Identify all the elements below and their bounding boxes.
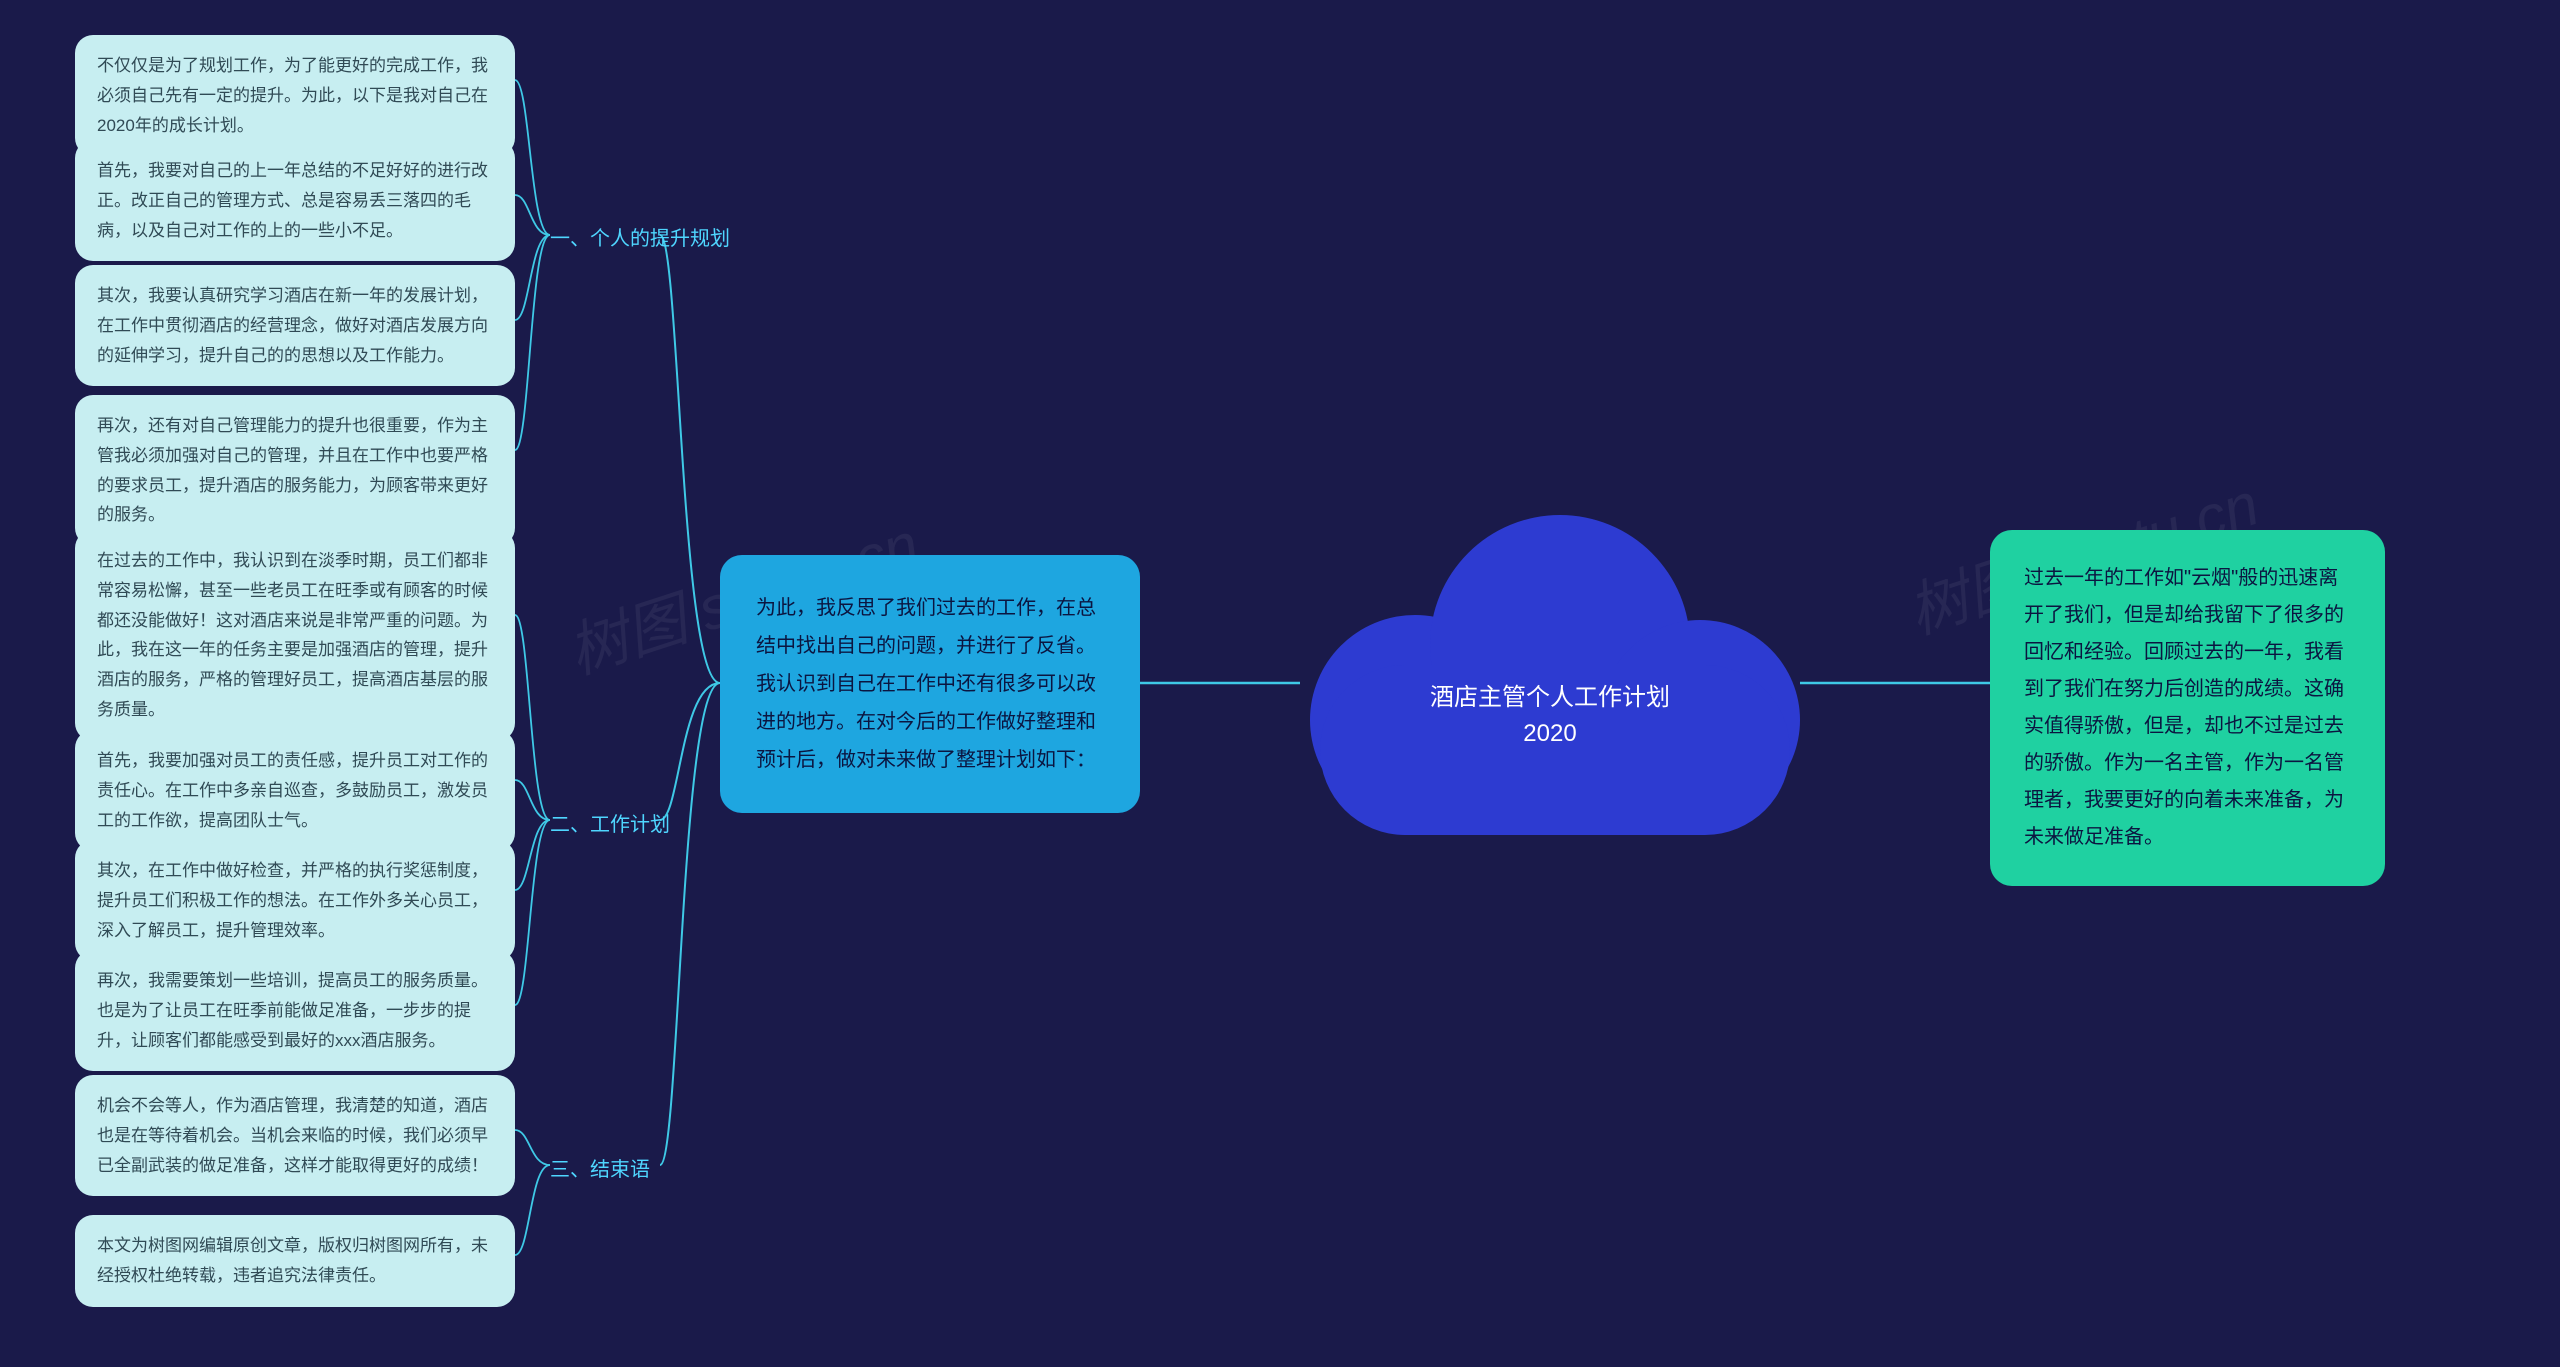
leaf-s1-2: 其次，我要认真研究学习酒店在新一年的发展计划，在工作中贯彻酒店的经营理念，做好对… <box>75 265 515 386</box>
summary-box: 过去一年的工作如"云烟"般的迅速离开了我们，但是却给我留下了很多的回忆和经验。回… <box>1990 530 2385 886</box>
leaf-s1-0: 不仅仅是为了规划工作，为了能更好的完成工作，我必须自己先有一定的提升。为此，以下… <box>75 35 515 156</box>
leaf-s2-1: 首先，我要加强对员工的责任感，提升员工对工作的责任心。在工作中多亲自巡查，多鼓励… <box>75 730 515 851</box>
leaf-s2-0: 在过去的工作中，我认识到在淡季时期，员工们都非常容易松懈，甚至一些老员工在旺季或… <box>75 530 515 741</box>
leaf-s1-3: 再次，还有对自己管理能力的提升也很重要，作为主管我必须加强对自己的管理，并且在工… <box>75 395 515 546</box>
intro-box: 为此，我反思了我们过去的工作，在总结中找出自己的问题，并进行了反省。我认识到自己… <box>720 555 1140 813</box>
center-cloud: 酒店主管个人工作计划2020 <box>1300 515 1800 855</box>
center-title: 酒店主管个人工作计划2020 <box>1420 680 1680 752</box>
leaf-s1-1: 首先，我要对自己的上一年总结的不足好好的进行改正。改正自己的管理方式、总是容易丢… <box>75 140 515 261</box>
section-3-label: 三、结束语 <box>550 1153 650 1182</box>
leaf-s2-3: 再次，我需要策划一些培训，提高员工的服务质量。也是为了让员工在旺季前能做足准备，… <box>75 950 515 1071</box>
leaf-s3-1: 本文为树图网编辑原创文章，版权归树图网所有，未经授权杜绝转载，违者追究法律责任。 <box>75 1215 515 1307</box>
leaf-s2-2: 其次，在工作中做好检查，并严格的执行奖惩制度，提升员工们积极工作的想法。在工作外… <box>75 840 515 961</box>
intro-text: 为此，我反思了我们过去的工作，在总结中找出自己的问题，并进行了反省。我认识到自己… <box>756 597 1096 771</box>
summary-text: 过去一年的工作如"云烟"般的迅速离开了我们，但是却给我留下了很多的回忆和经验。回… <box>2024 567 2344 848</box>
section-1-label: 一、个人的提升规划 <box>550 222 730 251</box>
leaf-s3-0: 机会不会等人，作为酒店管理，我清楚的知道，酒店也是在等待着机会。当机会来临的时候… <box>75 1075 515 1196</box>
section-2-label: 二、工作计划 <box>550 808 670 837</box>
